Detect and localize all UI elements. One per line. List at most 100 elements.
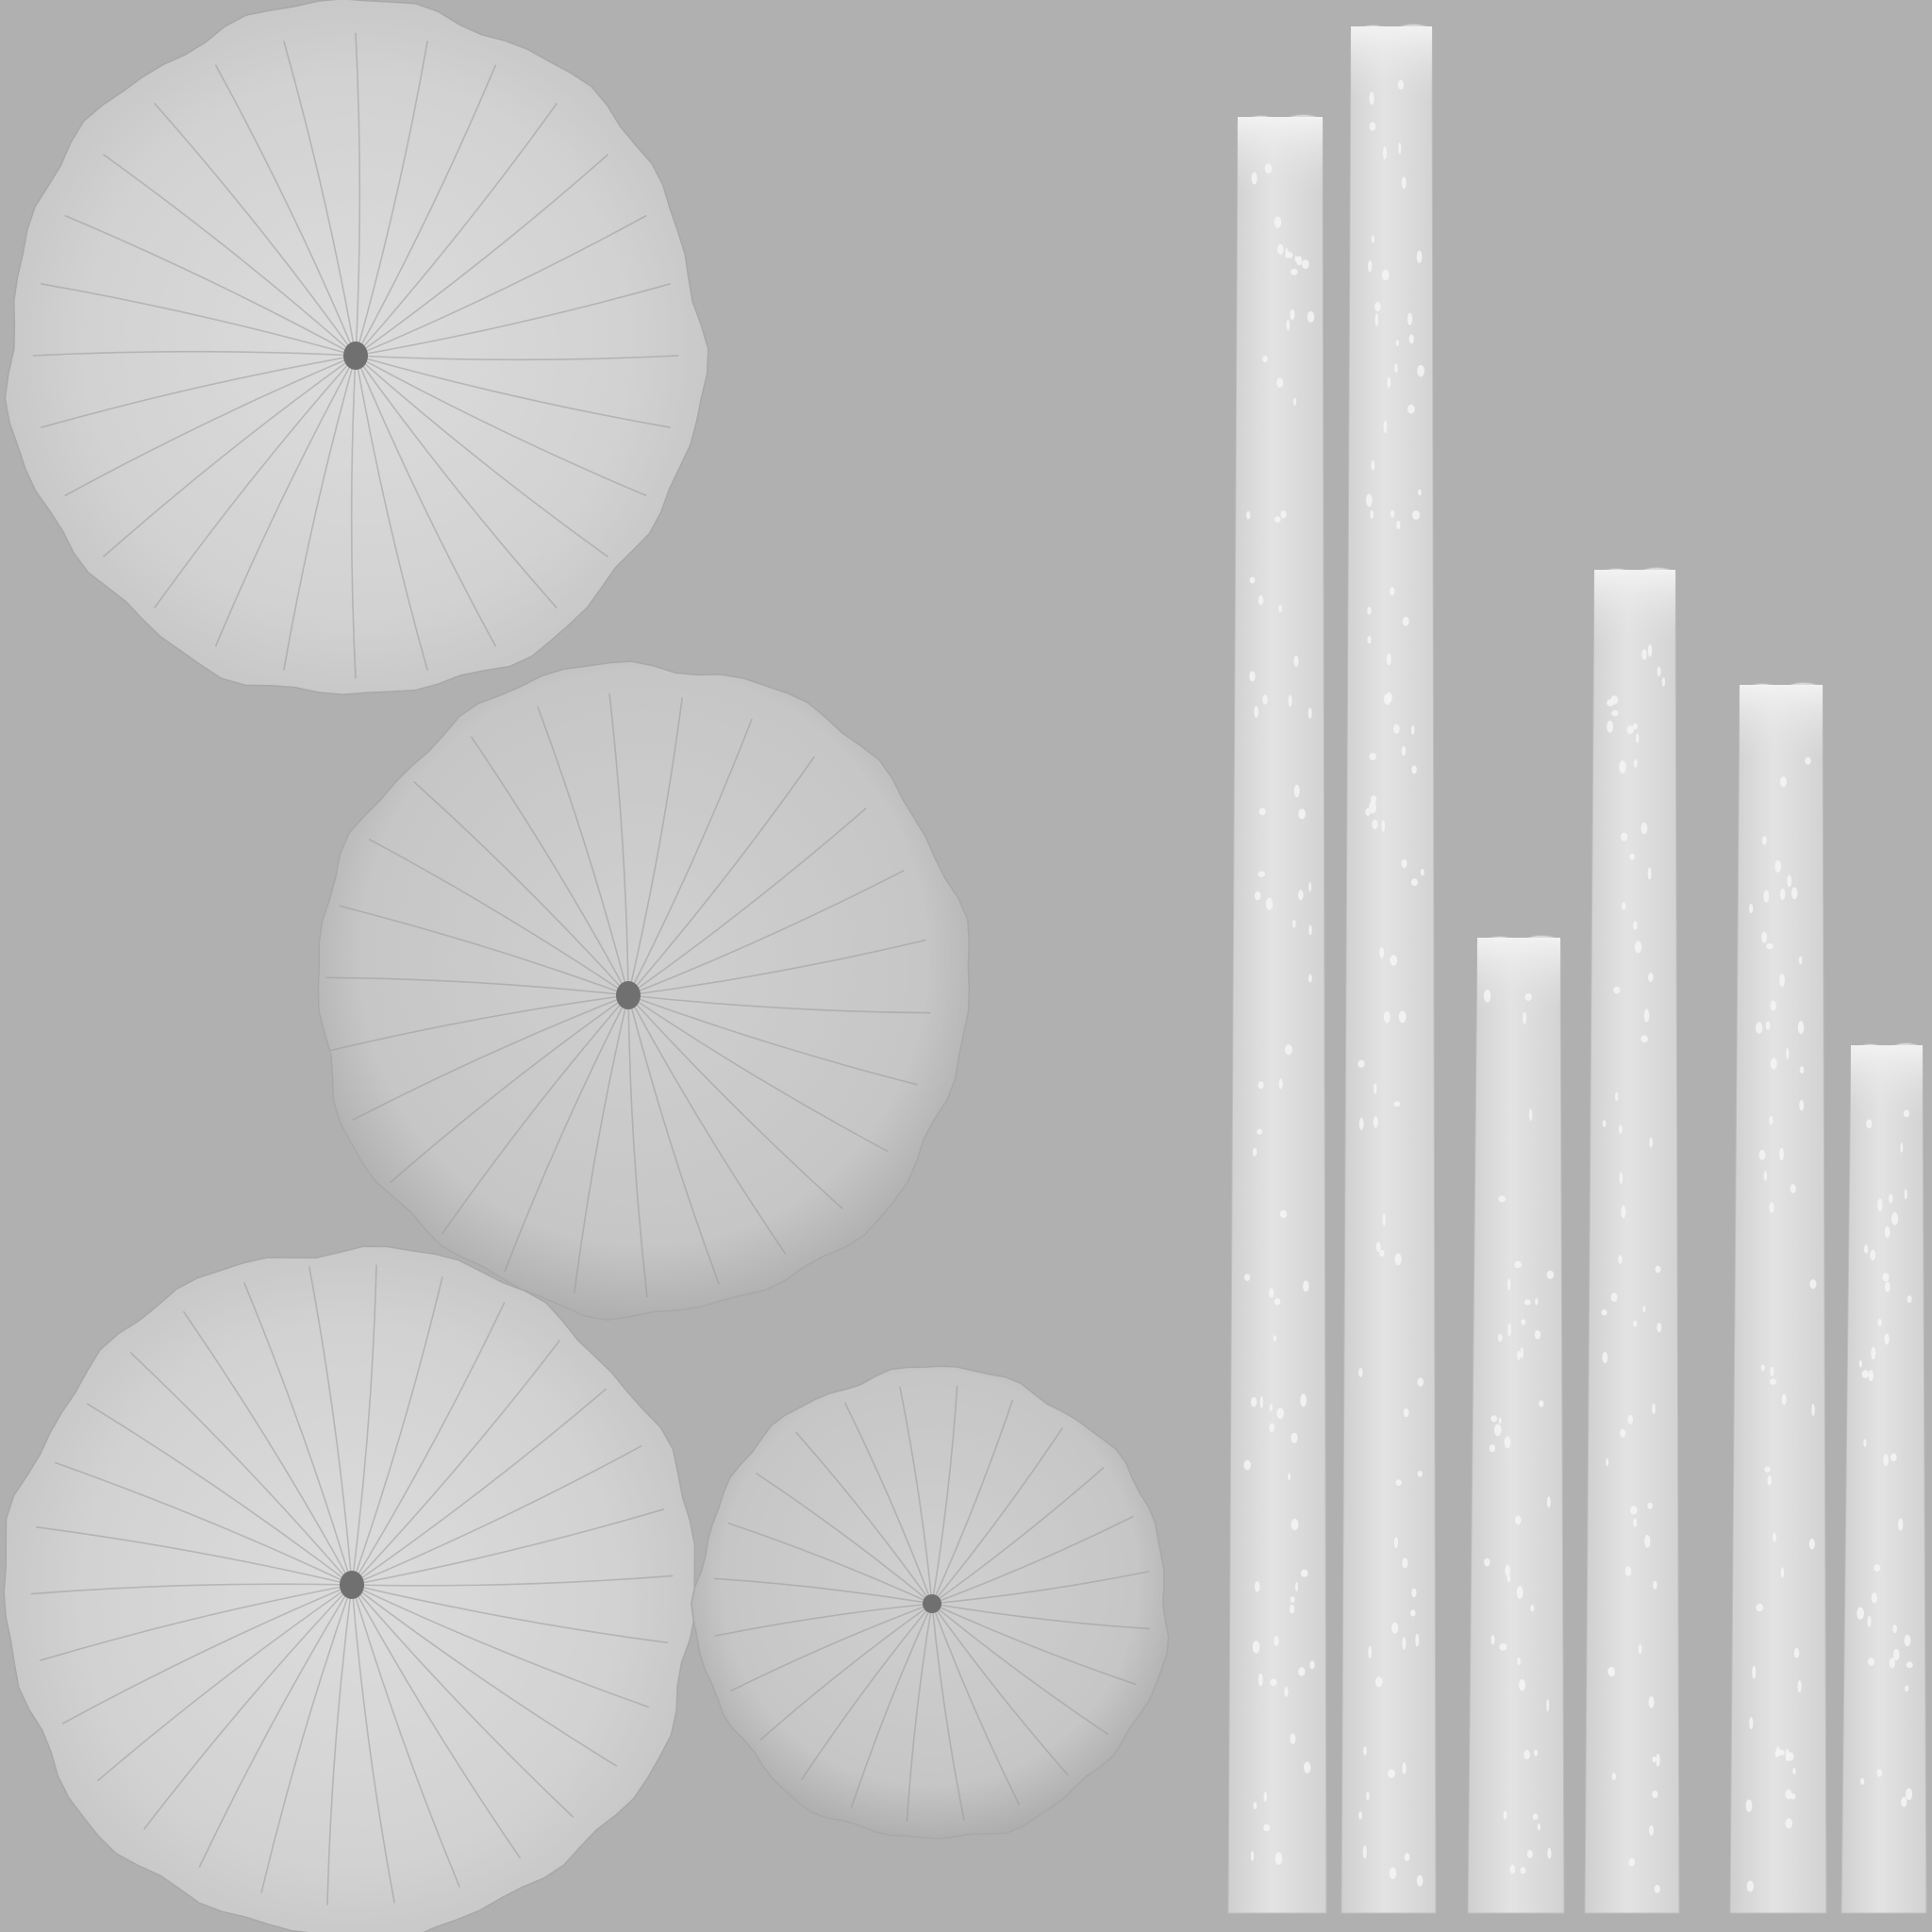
stem-speck	[1417, 1377, 1424, 1387]
stem-speck	[1252, 1147, 1257, 1157]
leaf-vein	[355, 355, 679, 361]
stem-speck	[1642, 1306, 1646, 1312]
stem-speck	[1524, 992, 1533, 1001]
stem-speck	[1641, 822, 1648, 835]
lotus-stem-5	[1729, 682, 1827, 1914]
stem-speck	[1626, 724, 1635, 734]
stem-speck	[1404, 1853, 1410, 1861]
leaf-vein	[413, 781, 629, 996]
stem-speck	[1274, 216, 1282, 228]
stem-speck	[1274, 1852, 1283, 1865]
stem-speck	[1259, 1396, 1264, 1408]
stem-speck	[1252, 1641, 1260, 1654]
stem-speck	[1633, 921, 1638, 930]
leaf-vein	[355, 102, 558, 357]
leaf-vein	[351, 1445, 642, 1586]
stem-speck	[1610, 695, 1619, 705]
stem-speck	[1366, 1791, 1370, 1801]
stem-speck	[1379, 946, 1385, 958]
leaf-vein	[325, 976, 629, 996]
stem-body	[1840, 1042, 1927, 1914]
leaf-veins	[325, 692, 931, 1298]
stem-body	[1467, 935, 1565, 1914]
stem-speck	[1291, 268, 1298, 275]
stem-speck	[1401, 176, 1407, 190]
stem-speck	[1900, 1142, 1904, 1153]
stem-speck	[1652, 1790, 1658, 1798]
stem-speck	[1537, 1824, 1541, 1831]
stem-speck	[1298, 808, 1306, 820]
leaf-vein	[351, 1388, 608, 1586]
stem-speck	[1401, 745, 1407, 757]
lotus-stem-1	[1227, 114, 1327, 1914]
leaf-vein	[214, 64, 357, 357]
leaf-vein	[351, 1584, 668, 1644]
stem-speck	[1656, 1754, 1660, 1767]
stem-speck	[1745, 1799, 1753, 1812]
stem-speck	[1779, 974, 1785, 988]
lotus-stem-3	[1467, 935, 1565, 1914]
stem-speck	[1523, 1011, 1527, 1024]
leaf-vein	[283, 355, 357, 671]
stem-speck	[1517, 1350, 1521, 1360]
stem-speck	[1249, 576, 1256, 584]
stem-speck	[1489, 1444, 1496, 1453]
stem-speck	[1787, 874, 1792, 888]
stem-speck	[1534, 1330, 1541, 1340]
leaf-vein	[727, 1522, 933, 1605]
lotus-stem-6	[1840, 1042, 1927, 1914]
stem-speck	[1652, 1756, 1657, 1763]
stem-speck	[1786, 1047, 1790, 1060]
stem-speck	[1520, 1867, 1526, 1874]
stem-speck	[1263, 1791, 1268, 1803]
stem-speck	[1647, 867, 1652, 880]
stem-speck	[1532, 1813, 1539, 1821]
stem-top-highlight	[1851, 1045, 1923, 1121]
stem-speck	[1601, 1309, 1607, 1316]
stem-speck	[1369, 122, 1376, 131]
stem-speck	[1358, 1117, 1364, 1130]
stem-speck	[1278, 1078, 1283, 1090]
stem-speck	[1524, 1299, 1531, 1306]
stem-speck	[1780, 1567, 1785, 1578]
stem-speck	[1296, 256, 1303, 266]
stem-speck	[1897, 1518, 1904, 1531]
stem-speck	[1884, 1281, 1890, 1292]
stem-speck	[1373, 1083, 1377, 1094]
stem-speck	[1257, 1128, 1263, 1135]
stem-speck	[1892, 1624, 1897, 1634]
stem-speck	[1280, 510, 1287, 519]
stem-speck	[1304, 1761, 1311, 1774]
stem-speck	[1363, 1746, 1367, 1756]
stem-speck	[1278, 604, 1282, 613]
stem-speck	[1627, 1414, 1633, 1424]
leaf-vein	[355, 355, 609, 558]
stem-body	[1341, 24, 1437, 1914]
stem-speck	[1763, 890, 1770, 903]
stem-speck	[1655, 1265, 1661, 1274]
stem-speck	[1263, 1824, 1271, 1832]
stem-speck	[1619, 760, 1626, 774]
stem-speck	[1389, 1867, 1397, 1879]
stem-speck	[1491, 1415, 1497, 1423]
stem-speck	[1653, 1580, 1657, 1590]
stem-speck	[1504, 1436, 1511, 1449]
stem-speck	[1647, 644, 1653, 658]
stem-speck	[1493, 1424, 1502, 1437]
stem-speck	[1402, 1557, 1408, 1569]
stem-speck	[1503, 1810, 1507, 1820]
stem-speck	[1418, 489, 1422, 496]
leaf-vein	[627, 718, 753, 996]
leaf-vein	[61, 1584, 353, 1724]
stem-speck	[1889, 1657, 1896, 1669]
stem-speck	[1797, 1680, 1802, 1693]
stem-speck	[1387, 376, 1391, 389]
leaf-vein	[326, 1584, 353, 1906]
leaf-vein	[242, 1282, 353, 1586]
stem-speck	[1749, 903, 1754, 914]
stem-speck	[1868, 1370, 1874, 1381]
stem-speck	[1866, 1119, 1873, 1129]
stem-speck	[1383, 1011, 1391, 1024]
stem-speck	[1749, 1717, 1754, 1729]
stem-speck	[1774, 859, 1781, 873]
